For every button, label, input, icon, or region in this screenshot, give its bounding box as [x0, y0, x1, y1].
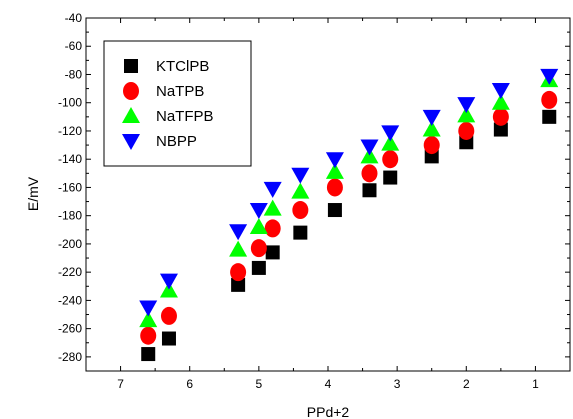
data-point: [540, 68, 559, 85]
x-axis-label: PPd+2: [307, 404, 350, 419]
data-point: [293, 225, 308, 240]
x-tick-label: 1: [532, 377, 539, 391]
data-point: [249, 217, 268, 234]
data-point: [458, 121, 475, 140]
data-point: [491, 83, 510, 100]
data-point: [360, 139, 379, 156]
x-tick-label: 6: [186, 377, 193, 391]
data-point: [251, 260, 266, 275]
y-tick-label: -180: [58, 209, 82, 223]
data-point: [542, 109, 557, 124]
data-point: [381, 125, 400, 142]
data-point: [265, 245, 280, 260]
data-point: [161, 331, 176, 346]
x-tick-label: 3: [394, 377, 401, 391]
legend-marker: [124, 59, 138, 73]
x-tick-label: 7: [117, 377, 124, 391]
y-axis-label: E/mV: [25, 176, 41, 211]
data-point: [230, 263, 247, 282]
data-point: [325, 152, 344, 169]
data-point: [457, 97, 476, 114]
data-point: [263, 181, 282, 198]
data-point: [381, 134, 400, 151]
y-axis: -40 -60 -80 -100 -120 -140 -160 -180 -200 -220 -24…: [58, 11, 570, 364]
data-point: [139, 300, 158, 317]
data-point: [491, 93, 510, 110]
y-tick-label: -40: [65, 11, 83, 25]
x-axis: 7 6 5 4 3 2 1: [117, 18, 539, 391]
data-point: [231, 277, 246, 292]
legend-label: KTClPB: [156, 58, 209, 75]
y-tick-label: -140: [58, 152, 82, 166]
x-tick-label: 4: [325, 377, 332, 391]
data-point: [291, 182, 310, 199]
x-tick-label: 2: [463, 377, 470, 391]
data-point: [159, 273, 178, 290]
data-point: [291, 167, 310, 184]
y-tick-label: -200: [58, 237, 82, 251]
data-point: [325, 162, 344, 179]
y-tick-label: -120: [58, 124, 82, 138]
series-NBPP: [139, 68, 559, 317]
legend-label: NaTFPB: [156, 108, 214, 125]
data-point: [361, 164, 378, 183]
series-KTClPB: [141, 109, 557, 362]
data-point: [327, 203, 342, 218]
data-points: [139, 68, 559, 362]
series-NaTPB: [140, 90, 558, 345]
data-point: [382, 150, 399, 169]
y-tick-label: -160: [58, 180, 82, 194]
data-point: [141, 347, 156, 362]
x-tick-label: 5: [256, 377, 263, 391]
data-point: [383, 170, 398, 185]
legend-marker: [122, 107, 140, 123]
y-tick-label: -260: [58, 322, 82, 336]
data-point: [140, 326, 157, 345]
y-tick-label: -80: [65, 67, 83, 81]
data-point: [541, 90, 558, 109]
y-tick-label: -240: [58, 293, 82, 307]
data-point: [139, 311, 158, 328]
data-point: [249, 203, 268, 220]
y-tick-label: -60: [65, 39, 83, 53]
data-point: [263, 199, 282, 216]
data-point: [493, 122, 508, 137]
legend-marker: [123, 82, 139, 100]
legend-marker: [122, 134, 140, 150]
data-point: [457, 106, 476, 123]
legend-label: NaTPB: [156, 83, 204, 100]
data-point: [492, 107, 509, 126]
data-point: [326, 178, 343, 197]
data-point: [422, 120, 441, 137]
y-tick-label: -220: [58, 265, 82, 279]
data-point: [422, 109, 441, 126]
legend: KTClPB NaTPB NaTFPB NBPP: [103, 40, 252, 167]
data-point: [292, 201, 309, 220]
data-point: [264, 219, 281, 238]
series-NaTFPB: [139, 71, 559, 328]
legend-label: NBPP: [156, 133, 197, 150]
data-point: [362, 183, 377, 198]
data-point: [250, 239, 267, 258]
y-tick-label: -280: [58, 350, 82, 364]
data-point: [160, 306, 177, 325]
data-point: [229, 224, 248, 241]
data-point: [229, 240, 248, 257]
y-tick-label: -100: [58, 96, 82, 110]
data-point: [423, 136, 440, 155]
